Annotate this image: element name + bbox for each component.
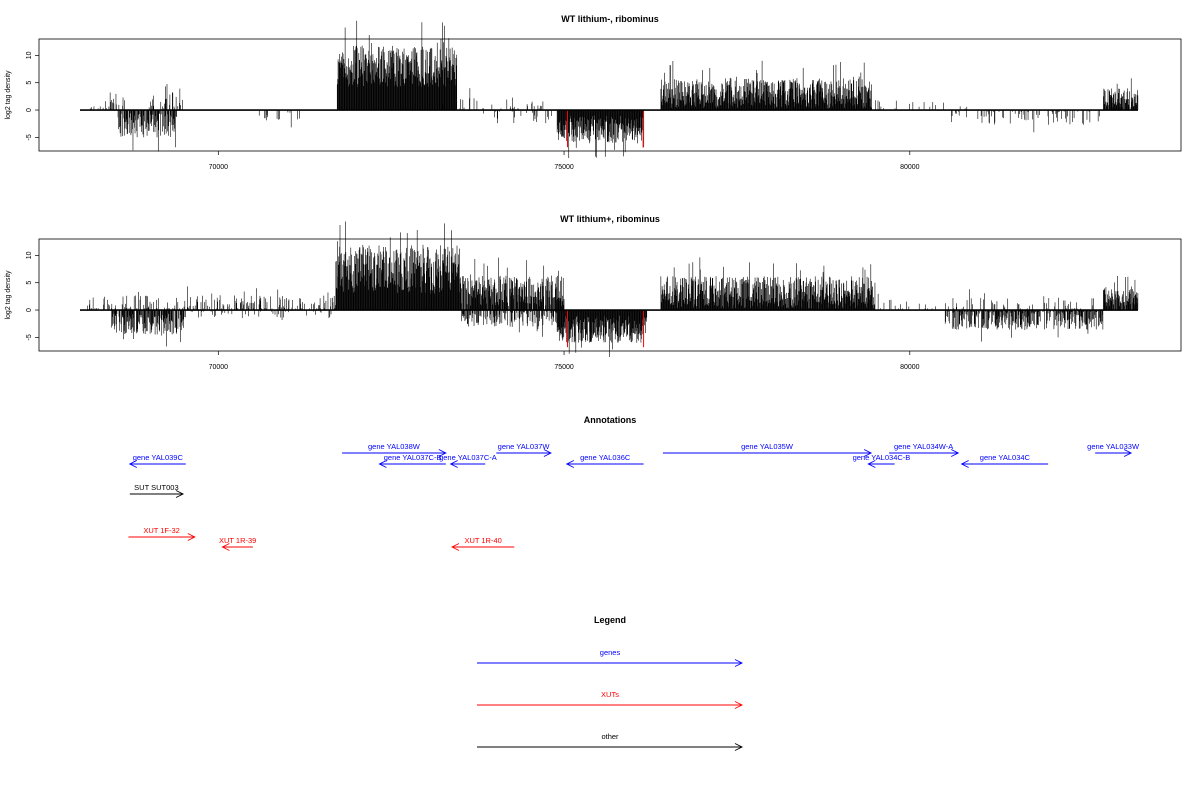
track-panel-wt-lithium-minus: WT lithium-, ribominus log2 tag density … (5, 14, 1182, 171)
track-title: WT lithium+, ribominus (560, 214, 660, 224)
feature-label: XUT 1R-40 (464, 536, 501, 545)
x-axis: 70000 75000 80000 (209, 151, 920, 171)
legend-label: other (601, 732, 619, 741)
feature-arrow: gene YAL034C (960, 453, 1049, 468)
y-tick-label: 10 (26, 51, 33, 59)
feature-arrow: gene YAL039C (128, 453, 186, 468)
y-tick-label: -5 (26, 134, 33, 140)
legend-title: Legend (594, 615, 626, 625)
annotations-title: Annotations (584, 415, 637, 425)
x-tick-label: 75000 (554, 164, 574, 171)
feature-arrow: gene YAL035W (662, 442, 873, 457)
feature-label: XUT 1F-32 (143, 526, 180, 535)
y-tick-label: 10 (26, 251, 33, 259)
x-tick-label: 70000 (209, 164, 229, 171)
x-tick-label: 75000 (554, 364, 574, 371)
x-tick-label: 70000 (209, 364, 229, 371)
feature-arrow: gene YAL034W-A (889, 442, 960, 457)
track-panel-wt-lithium-plus: WT lithium+, ribominus log2 tag density … (5, 214, 1182, 371)
tag-density-bars (80, 20, 1139, 159)
feature-label: gene YAL035W (741, 442, 794, 451)
y-tick-label: 0 (26, 308, 33, 312)
tag-density-bars (80, 221, 1139, 357)
feature-label: gene YAL036C (580, 453, 631, 462)
x-tick-label: 80000 (900, 364, 920, 371)
y-tick-label: -5 (26, 334, 33, 340)
feature-arrow: SUT SUT003 (129, 483, 185, 498)
y-axis: 10 5 0 -5 (26, 251, 39, 340)
feature-label: gene YAL037C-B (384, 453, 442, 462)
feature-arrow: XUT 1F-32 (128, 526, 196, 541)
feature-arrow: gene YAL034C-B (853, 453, 911, 468)
legend-arrow-xut: XUTs (477, 690, 744, 709)
annotation-track: Annotations gene YAL039C gene YAL038W gene… (128, 415, 1140, 551)
feature-arrow: gene YAL037W (496, 442, 552, 457)
legend-label: genes (600, 648, 621, 657)
y-axis-label: log2 tag density (5, 270, 12, 320)
y-axis-label: log2 tag density (5, 70, 12, 120)
plot-frame (38, 38, 1182, 152)
y-axis: 10 5 0 -5 (26, 51, 39, 140)
legend-arrow-other: other (477, 732, 744, 751)
x-axis: 70000 75000 80000 (209, 351, 920, 371)
feature-label: gene YAL033W (1087, 442, 1140, 451)
legend-items: genes XUTs other (477, 648, 744, 751)
feature-label: XUT 1R-39 (219, 536, 256, 545)
y-tick-label: 5 (26, 81, 33, 85)
feature-arrow: XUT 1R-39 (219, 536, 256, 551)
track-title: WT lithium-, ribominus (561, 14, 659, 24)
y-tick-label: 5 (26, 281, 33, 285)
feature-label: SUT SUT003 (134, 483, 178, 492)
plot-frame (38, 238, 1182, 352)
legend-label: XUTs (601, 690, 619, 699)
feature-arrow: XUT 1R-40 (451, 536, 515, 551)
feature-arrow: gene YAL038W (342, 442, 447, 457)
y-tick-label: 0 (26, 108, 33, 112)
feature-arrow: gene YAL037C-A (439, 453, 497, 468)
x-tick-label: 80000 (900, 164, 920, 171)
feature-label: gene YAL037W (498, 442, 551, 451)
feature-arrow: gene YAL037C-B (378, 453, 446, 468)
feature-arrow: gene YAL036C (565, 453, 644, 468)
feature-label: gene YAL034W-A (894, 442, 953, 451)
feature-label: gene YAL039C (133, 453, 184, 462)
feature-label: gene YAL034C-B (853, 453, 911, 462)
feature-label: gene YAL038W (368, 442, 421, 451)
legend: Legend genes XUTs other (477, 615, 744, 751)
feature-arrow: gene YAL033W (1087, 442, 1140, 457)
feature-label: gene YAL037C-A (439, 453, 497, 462)
feature-label: gene YAL034C (980, 453, 1031, 462)
legend-arrow-gene: genes (477, 648, 744, 667)
